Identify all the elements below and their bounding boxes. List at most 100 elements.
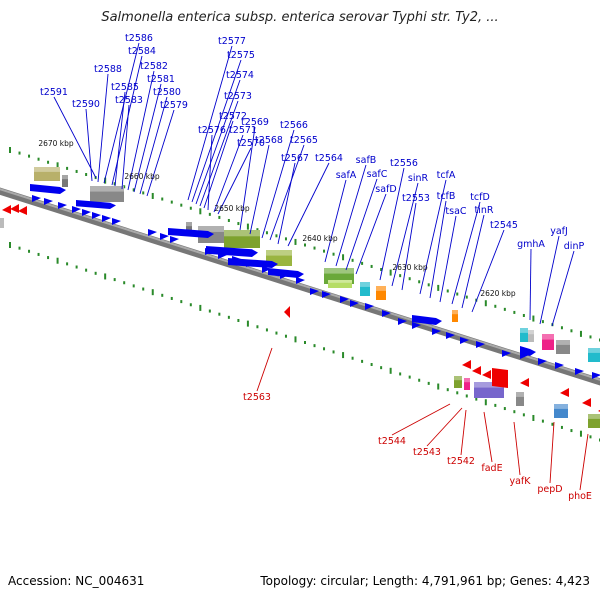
forward-gene-label: t2584 xyxy=(128,46,156,57)
scale-tick xyxy=(180,203,183,207)
scale-tick xyxy=(399,372,402,376)
scale-tick xyxy=(132,284,135,288)
forward-gene-label: sinR xyxy=(408,173,429,184)
forward-label-leader xyxy=(239,126,256,231)
scale-tick xyxy=(513,410,516,414)
kbp-scale-label: 2620 kbp xyxy=(480,289,516,298)
gene-feature-block xyxy=(34,167,60,181)
reverse-label-leader xyxy=(579,433,589,491)
scale-tick xyxy=(351,356,354,360)
scale-tick xyxy=(113,278,116,282)
forward-label-leader xyxy=(103,42,140,184)
scale-tick xyxy=(66,262,69,266)
scale-tick xyxy=(427,381,430,385)
scale-tick xyxy=(161,197,164,201)
forward-gene-label: tcfB xyxy=(437,191,456,202)
reverse-label-leader xyxy=(513,421,521,476)
forward-label-leader xyxy=(539,235,560,325)
gene-feature-block xyxy=(0,218,4,228)
gene-feature-block xyxy=(62,175,68,187)
forward-gene-arrow xyxy=(398,318,407,325)
scale-tick xyxy=(342,352,345,359)
forward-gene-label: t2579 xyxy=(160,100,188,111)
reverse-gene-arrow xyxy=(284,306,290,318)
gene-feature-shine xyxy=(62,175,68,180)
forward-label-leader xyxy=(261,129,295,239)
forward-gene-block xyxy=(268,268,304,278)
scale-tick xyxy=(532,315,535,322)
forward-gene-block xyxy=(168,228,214,238)
scale-tick xyxy=(503,307,506,311)
gene-feature-shine xyxy=(554,404,568,409)
gene-feature-shine xyxy=(474,382,504,388)
reverse-gene-label: t2544 xyxy=(378,436,406,447)
forward-gene-arrow xyxy=(58,202,67,209)
scale-tick xyxy=(104,273,107,280)
forward-gene-arrow xyxy=(310,288,319,295)
genome-summary-text: Topology: circular; Length: 4,791,961 bp… xyxy=(260,574,590,588)
forward-gene-arrow xyxy=(446,332,455,339)
scale-tick xyxy=(104,177,107,184)
scale-tick xyxy=(484,399,487,406)
forward-gene-arrow xyxy=(520,352,529,359)
reverse-label-leader xyxy=(549,421,555,484)
scale-tick xyxy=(132,188,135,192)
forward-label-leader xyxy=(85,108,93,182)
forward-label-leader xyxy=(53,96,97,179)
forward-gene-label: safB xyxy=(356,155,377,166)
reverse-gene-label: t2563 xyxy=(243,392,271,403)
forward-label-leader xyxy=(195,79,241,205)
forward-label-leader xyxy=(551,250,575,327)
forward-gene-label: tcfD xyxy=(470,192,490,203)
gene-feature-shine xyxy=(90,186,124,192)
kbp-scale-label: 2670 kbp xyxy=(38,139,74,148)
kbp-scale-label: 2650 kbp xyxy=(214,204,250,213)
forward-gene-arrow xyxy=(160,233,169,240)
gene-feature-block xyxy=(464,378,470,390)
gene-feature-block xyxy=(90,186,124,202)
scale-tick xyxy=(551,422,554,426)
scale-tick xyxy=(237,318,240,322)
scale-tick xyxy=(94,271,97,275)
forward-gene-block xyxy=(520,346,536,356)
scale-tick xyxy=(522,413,525,417)
forward-gene-label: t2586 xyxy=(125,33,153,44)
forward-gene-label: yafJ xyxy=(550,226,568,237)
forward-label-leader xyxy=(97,73,109,183)
reverse-gene-block xyxy=(492,368,508,388)
forward-label-leader xyxy=(391,182,419,287)
reverse-gene-label: pepD xyxy=(537,484,562,495)
scale-tick xyxy=(446,388,449,392)
forward-gene-label: t2569 xyxy=(241,117,269,128)
reverse-gene-arrow xyxy=(560,388,569,397)
forward-gene-label: safC xyxy=(367,169,388,180)
scale-tick xyxy=(18,151,21,155)
forward-gene-label: tsaC xyxy=(445,206,466,217)
forward-gene-arrow xyxy=(555,362,564,369)
forward-gene-label: t2565 xyxy=(290,135,318,146)
forward-gene-arrow xyxy=(592,372,600,379)
scale-tick xyxy=(142,191,145,195)
scale-tick xyxy=(85,268,88,272)
forward-label-leader xyxy=(146,109,175,197)
scale-tick xyxy=(532,414,535,421)
forward-gene-label: t2585 xyxy=(111,82,139,93)
gene-feature-shine xyxy=(516,392,524,397)
scale-tick xyxy=(151,289,154,296)
forward-gene-block xyxy=(228,258,278,268)
kbp-label-layer: 2670 kbp 2660 kbp 2650 kbp 2640 kbp 2630 kbp… xyxy=(38,139,516,298)
forward-gene-arrow xyxy=(322,291,331,298)
scale-tick xyxy=(47,160,50,164)
scale-tick xyxy=(37,157,40,161)
scale-tick xyxy=(418,378,421,382)
forward-label-leader xyxy=(345,178,378,271)
gene-feature-block xyxy=(588,348,600,362)
scale-tick xyxy=(522,313,525,317)
gene-feature-shine xyxy=(588,348,600,353)
forward-label-leader xyxy=(127,70,155,191)
scale-tick xyxy=(313,246,316,250)
forward-label-leader xyxy=(287,162,330,247)
scale-tick xyxy=(456,292,459,296)
gene-feature-block xyxy=(516,392,524,406)
